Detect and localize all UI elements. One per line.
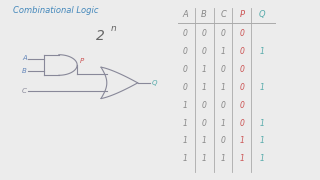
Text: Q: Q: [151, 80, 157, 86]
Text: 0: 0: [240, 65, 244, 74]
Text: 1: 1: [221, 154, 226, 163]
Text: 1: 1: [182, 154, 187, 163]
Text: A: A: [182, 10, 188, 19]
Text: 2: 2: [96, 29, 105, 43]
Text: 0: 0: [221, 65, 226, 74]
Text: Combinational Logic: Combinational Logic: [13, 6, 99, 15]
Text: 0: 0: [202, 101, 206, 110]
Text: 1: 1: [260, 47, 264, 56]
Text: P: P: [80, 58, 84, 64]
Text: C: C: [220, 10, 226, 19]
Text: Q: Q: [259, 10, 265, 19]
Text: 1: 1: [240, 154, 244, 163]
Text: 0: 0: [202, 29, 206, 38]
Text: C: C: [22, 88, 27, 94]
Text: 0: 0: [221, 136, 226, 145]
Text: 0: 0: [240, 119, 244, 128]
Text: 1: 1: [202, 154, 206, 163]
Text: 1: 1: [240, 136, 244, 145]
Text: B: B: [22, 68, 27, 75]
Text: 1: 1: [182, 136, 187, 145]
Text: 1: 1: [182, 119, 187, 128]
Text: 0: 0: [221, 101, 226, 110]
Text: 1: 1: [260, 136, 264, 145]
Text: 1: 1: [221, 47, 226, 56]
Text: 1: 1: [260, 83, 264, 92]
Text: 0: 0: [182, 29, 187, 38]
Text: 1: 1: [182, 101, 187, 110]
Text: 0: 0: [240, 101, 244, 110]
Text: 0: 0: [240, 29, 244, 38]
Text: n: n: [111, 24, 116, 33]
Text: 0: 0: [240, 83, 244, 92]
Text: B: B: [201, 10, 207, 19]
Text: 0: 0: [182, 65, 187, 74]
Text: 1: 1: [221, 119, 226, 128]
Text: 0: 0: [202, 119, 206, 128]
Text: A: A: [22, 55, 27, 61]
Text: 1: 1: [221, 83, 226, 92]
Text: 0: 0: [221, 29, 226, 38]
Text: 1: 1: [202, 65, 206, 74]
Text: 1: 1: [260, 119, 264, 128]
Text: 0: 0: [182, 83, 187, 92]
Text: 0: 0: [202, 47, 206, 56]
Text: 0: 0: [240, 47, 244, 56]
Text: 0: 0: [182, 47, 187, 56]
Text: 1: 1: [260, 154, 264, 163]
Text: P: P: [240, 10, 245, 19]
Text: 1: 1: [202, 136, 206, 145]
Text: 1: 1: [202, 83, 206, 92]
